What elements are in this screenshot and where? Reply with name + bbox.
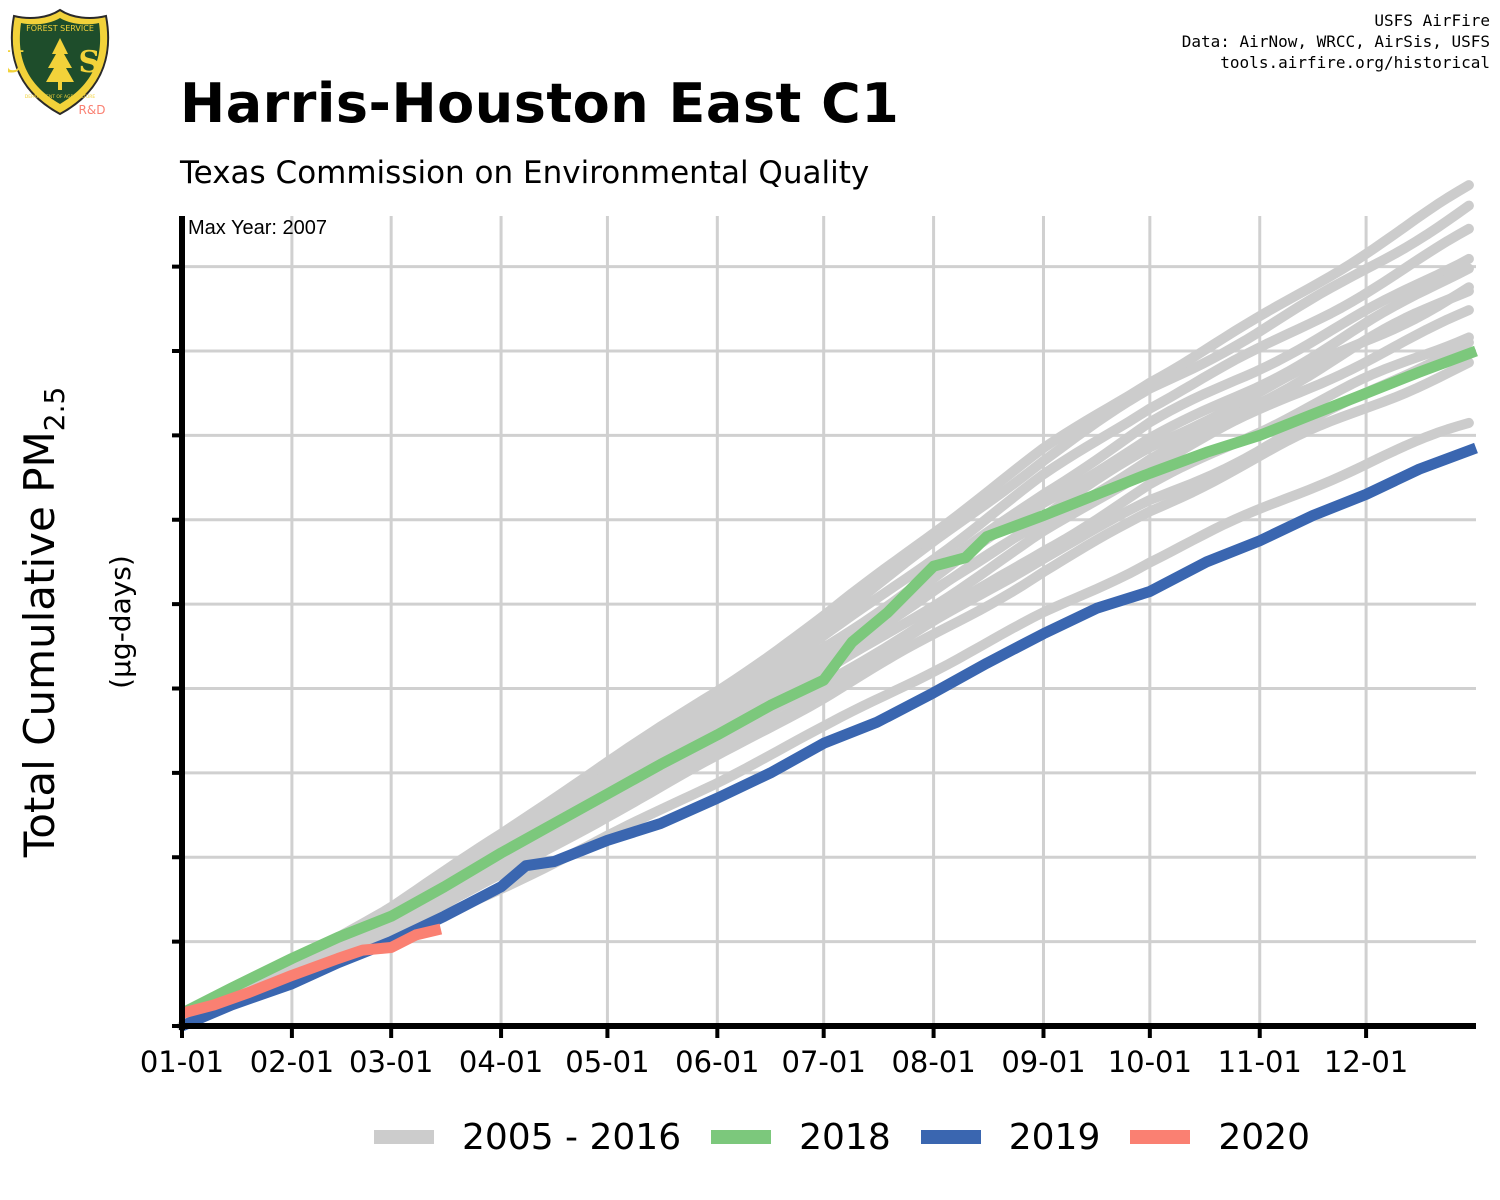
logo-mark: U S bbox=[8, 45, 112, 80]
credit-line-1: USFS AirFire bbox=[1374, 11, 1490, 30]
axes bbox=[172, 216, 1476, 1038]
x-tick-label: 06-01 bbox=[675, 1045, 759, 1079]
legend-swatch bbox=[374, 1130, 434, 1144]
legend-item: 2019 bbox=[920, 1116, 1101, 1158]
y-axis-label: Total Cumulative PM bbox=[15, 431, 64, 858]
legend-label: 2020 bbox=[1218, 1116, 1310, 1158]
historical-year-line bbox=[177, 180, 1474, 1031]
y-axis-title: Total Cumulative PM2.5 bbox=[15, 387, 71, 859]
usfs-shield-logo: U S FOREST SERVICE DEPARTMENT OF AGRICUL… bbox=[8, 8, 112, 117]
legend-item: 2005 - 2016 bbox=[374, 1117, 681, 1158]
credit-line-2: Data: AirNow, WRCC, AirSis, USFS bbox=[1181, 32, 1490, 51]
x-tick-label: 10-01 bbox=[1108, 1045, 1192, 1079]
logo-rd-text: R&D bbox=[79, 103, 106, 117]
series-lines bbox=[179, 345, 1478, 1032]
legend-swatch bbox=[711, 1130, 772, 1144]
chart-title: Harris-Houston East C1 bbox=[180, 72, 900, 135]
logo-bottom-text: DEPARTMENT OF AGRICULTURE bbox=[25, 94, 96, 100]
x-tick-label: 05-01 bbox=[565, 1045, 649, 1079]
legend: 2005 - 2016 2018 2019 2020 bbox=[374, 1112, 1340, 1162]
y-axis-units: (µg-days) bbox=[104, 555, 137, 689]
x-tick-label: 11-01 bbox=[1218, 1045, 1302, 1079]
x-tick-label: 12-01 bbox=[1324, 1045, 1408, 1079]
x-tick-label: 03-01 bbox=[349, 1045, 433, 1079]
svg-text:Total Cumulative PM2.5: Total Cumulative PM2.5 bbox=[15, 387, 71, 859]
series-line-2018 bbox=[179, 345, 1478, 1019]
data-credits: USFS AirFire Data: AirNow, WRCC, AirSis,… bbox=[1182, 10, 1490, 73]
max-year-annotation: Max Year: 2007 bbox=[188, 217, 327, 239]
x-tick-label: 07-01 bbox=[782, 1045, 866, 1079]
legend-label: 2005 - 2016 bbox=[462, 1116, 682, 1158]
legend-label: 2019 bbox=[1008, 1116, 1101, 1158]
x-tick-label: 01-01 bbox=[140, 1045, 224, 1079]
legend-item: 2020 bbox=[1130, 1117, 1310, 1158]
x-tick-label: 09-01 bbox=[1001, 1045, 1085, 1079]
credit-line-3: tools.airfire.org/historical bbox=[1220, 53, 1490, 72]
x-tick-labels: 01-01 02-01 03-01 04-01 05-01 06-01 07-01 08-01… bbox=[140, 1045, 1408, 1079]
x-tick-label: 04-01 bbox=[459, 1045, 543, 1079]
series-line-2020 bbox=[180, 923, 443, 1019]
legend-label: 2018 bbox=[799, 1116, 891, 1158]
legend-swatch bbox=[920, 1130, 981, 1144]
logo-top-text: FOREST SERVICE bbox=[26, 24, 94, 33]
x-tick-label: 02-01 bbox=[250, 1045, 334, 1079]
legend-item: 2018 bbox=[711, 1117, 891, 1158]
legend-swatch bbox=[1130, 1130, 1191, 1144]
chart-subtitle: Texas Commission on Environmental Qualit… bbox=[180, 155, 870, 191]
x-tick-label: 08-01 bbox=[891, 1045, 975, 1079]
historical-year-line bbox=[177, 337, 1474, 1031]
y-axis-label-subscript: 2.5 bbox=[38, 387, 71, 432]
